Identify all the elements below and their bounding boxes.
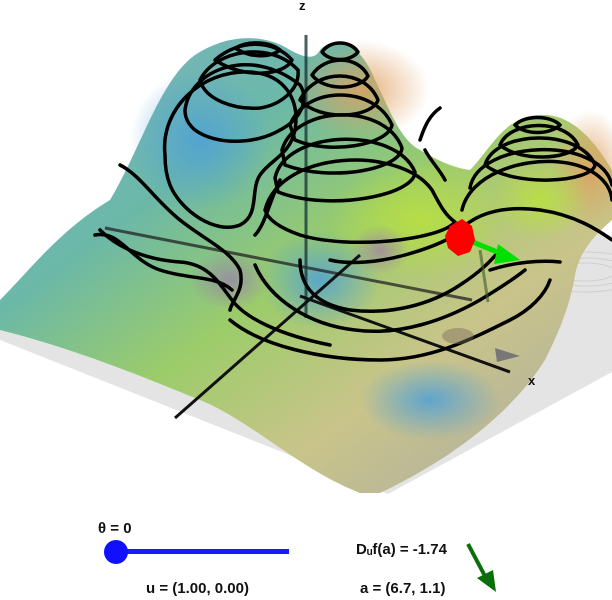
directional-derivative-readout: Dᵤf(a) = -1.74 (356, 541, 447, 558)
axes (104, 35, 511, 420)
point-a-shadow (442, 328, 474, 344)
derivative-arrow-icon (466, 543, 496, 592)
z-axis-label: z (299, 0, 306, 13)
y-axis (104, 226, 473, 302)
surface-plot[interactable] (0, 0, 612, 510)
x-axis-arrowhead (495, 348, 520, 362)
slider-handle[interactable] (104, 540, 128, 564)
slider-track[interactable] (115, 549, 289, 554)
x-axis (299, 294, 511, 374)
point-a-marker (445, 219, 475, 256)
contour-lines (93, 41, 612, 362)
direction-vector-readout: u = (1.00, 0.00) (146, 580, 249, 597)
theta-slider[interactable] (100, 539, 300, 565)
point-readout: a = (6.7, 1.1) (360, 580, 446, 597)
y-axis-near (174, 253, 361, 420)
x-axis-label: x (528, 373, 536, 388)
theta-label: θ = 0 (98, 520, 132, 537)
